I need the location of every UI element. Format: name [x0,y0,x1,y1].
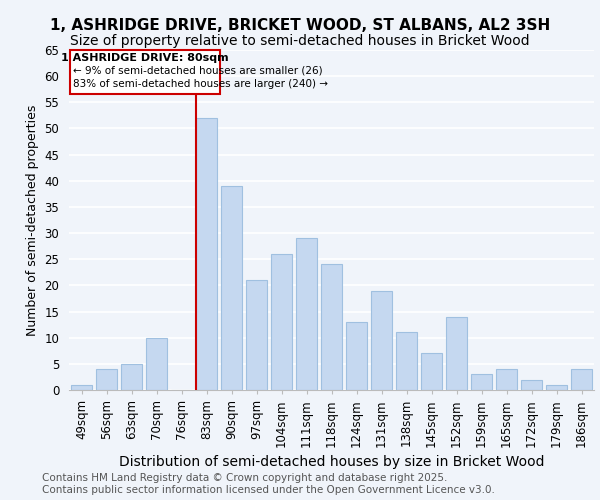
Bar [371,290,392,390]
Bar [96,369,117,390]
Bar [346,322,367,390]
Bar [71,385,92,390]
X-axis label: Distribution of semi-detached houses by size in Bricket Wood: Distribution of semi-detached houses by … [119,455,544,469]
Bar [571,369,592,390]
FancyBboxPatch shape [70,50,220,94]
Bar [396,332,417,390]
Text: 1 ASHRIDGE DRIVE: 80sqm: 1 ASHRIDGE DRIVE: 80sqm [61,53,229,63]
Bar [296,238,317,390]
Bar [421,354,442,390]
Bar [546,385,567,390]
Y-axis label: Number of semi-detached properties: Number of semi-detached properties [26,104,39,336]
Bar [246,280,267,390]
Bar [121,364,142,390]
Text: 1, ASHRIDGE DRIVE, BRICKET WOOD, ST ALBANS, AL2 3SH: 1, ASHRIDGE DRIVE, BRICKET WOOD, ST ALBA… [50,18,550,32]
Text: Contains HM Land Registry data © Crown copyright and database right 2025.
Contai: Contains HM Land Registry data © Crown c… [42,474,495,495]
Bar [321,264,342,390]
Bar [271,254,292,390]
Text: 83% of semi-detached houses are larger (240) →: 83% of semi-detached houses are larger (… [73,79,328,89]
Text: ← 9% of semi-detached houses are smaller (26): ← 9% of semi-detached houses are smaller… [73,66,322,76]
Bar [521,380,542,390]
Bar [446,317,467,390]
Bar [146,338,167,390]
Bar [496,369,517,390]
Text: Size of property relative to semi-detached houses in Bricket Wood: Size of property relative to semi-detach… [70,34,530,48]
Bar [221,186,242,390]
Bar [471,374,492,390]
Bar [196,118,217,390]
